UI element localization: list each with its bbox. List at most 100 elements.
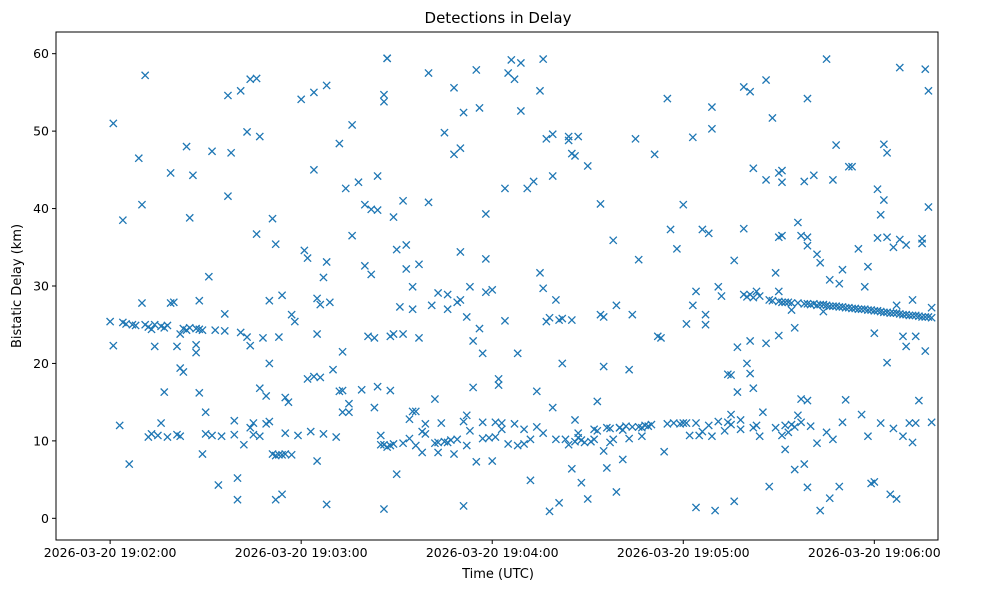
data-point	[812, 439, 822, 448]
data-point	[921, 65, 930, 74]
data-point	[284, 398, 293, 407]
data-point	[462, 411, 471, 420]
data-point	[300, 246, 309, 255]
data-point	[803, 483, 812, 492]
data-point	[472, 457, 481, 466]
data-point	[889, 243, 898, 252]
data-point	[443, 305, 452, 314]
data-point	[787, 298, 796, 308]
data-point	[278, 291, 287, 300]
data-point	[252, 74, 261, 83]
data-point	[797, 418, 806, 427]
data-point	[863, 262, 873, 271]
data-point	[701, 310, 710, 319]
data-point	[564, 132, 573, 141]
data-point	[717, 292, 726, 301]
data-point	[742, 359, 752, 368]
data-point	[927, 313, 936, 322]
data-point	[841, 395, 850, 404]
data-point	[803, 233, 812, 242]
data-point	[714, 282, 723, 291]
data-point	[768, 113, 777, 123]
data-point	[685, 431, 694, 440]
data-point	[707, 103, 716, 112]
data-point	[551, 295, 560, 304]
data-point	[217, 432, 226, 441]
data-point	[529, 177, 538, 186]
data-point	[223, 192, 233, 201]
data-point	[599, 362, 608, 371]
data-point	[736, 425, 745, 434]
data-point	[736, 415, 745, 425]
data-point	[746, 369, 755, 378]
data-point	[348, 231, 357, 240]
data-point	[236, 328, 245, 337]
data-point	[344, 399, 353, 408]
data-point	[376, 431, 385, 440]
data-point	[303, 254, 312, 263]
data-point	[249, 419, 258, 428]
data-point	[551, 435, 560, 444]
data-point	[328, 365, 338, 374]
data-point	[408, 407, 417, 416]
data-point	[548, 171, 557, 181]
data-point	[106, 317, 115, 326]
data-point	[590, 435, 599, 444]
data-point	[392, 470, 401, 479]
x-tick-label: 2026-03-20 19:05:00	[617, 545, 750, 560]
data-point	[207, 431, 217, 440]
data-point	[370, 403, 379, 412]
data-point	[739, 82, 748, 92]
data-point	[898, 332, 908, 341]
data-point	[147, 429, 156, 438]
data-point	[360, 261, 369, 270]
data-point	[583, 494, 592, 504]
data-point	[192, 348, 201, 357]
data-point	[902, 342, 911, 351]
y-tick-label: 50	[33, 124, 49, 139]
data-point	[379, 97, 389, 106]
x-tick-label: 2026-03-20 19:04:00	[426, 545, 559, 560]
data-point	[628, 310, 637, 319]
data-point	[746, 336, 755, 346]
data-point	[163, 432, 172, 442]
data-point	[414, 260, 424, 269]
data-point	[650, 150, 659, 159]
data-point	[790, 422, 799, 431]
data-point	[488, 456, 497, 466]
data-point	[434, 448, 443, 457]
data-point	[523, 184, 532, 193]
data-point	[777, 166, 787, 175]
data-point	[535, 86, 545, 95]
data-point	[239, 440, 248, 449]
data-point	[242, 127, 252, 136]
data-point	[593, 426, 602, 435]
data-point	[246, 423, 255, 432]
data-point	[214, 480, 223, 490]
data-point	[895, 63, 904, 72]
data-point	[535, 268, 545, 277]
data-point	[870, 477, 879, 486]
data-point	[440, 128, 449, 137]
data-point	[306, 427, 315, 436]
data-point	[386, 386, 395, 395]
data-point	[720, 426, 729, 435]
data-point	[392, 245, 401, 254]
data-point	[822, 55, 831, 64]
data-point	[137, 298, 147, 308]
data-point	[816, 258, 825, 267]
data-point	[526, 435, 535, 444]
data-point	[911, 332, 920, 341]
data-point	[879, 195, 888, 205]
data-point	[478, 349, 487, 358]
data-point	[274, 333, 283, 342]
data-point	[494, 374, 503, 383]
data-point	[443, 290, 452, 299]
data-point	[510, 419, 519, 428]
data-point	[316, 373, 325, 382]
data-point	[908, 438, 917, 447]
data-point	[921, 346, 930, 356]
data-point	[408, 282, 417, 291]
data-point	[889, 424, 898, 433]
data-point	[338, 386, 347, 395]
